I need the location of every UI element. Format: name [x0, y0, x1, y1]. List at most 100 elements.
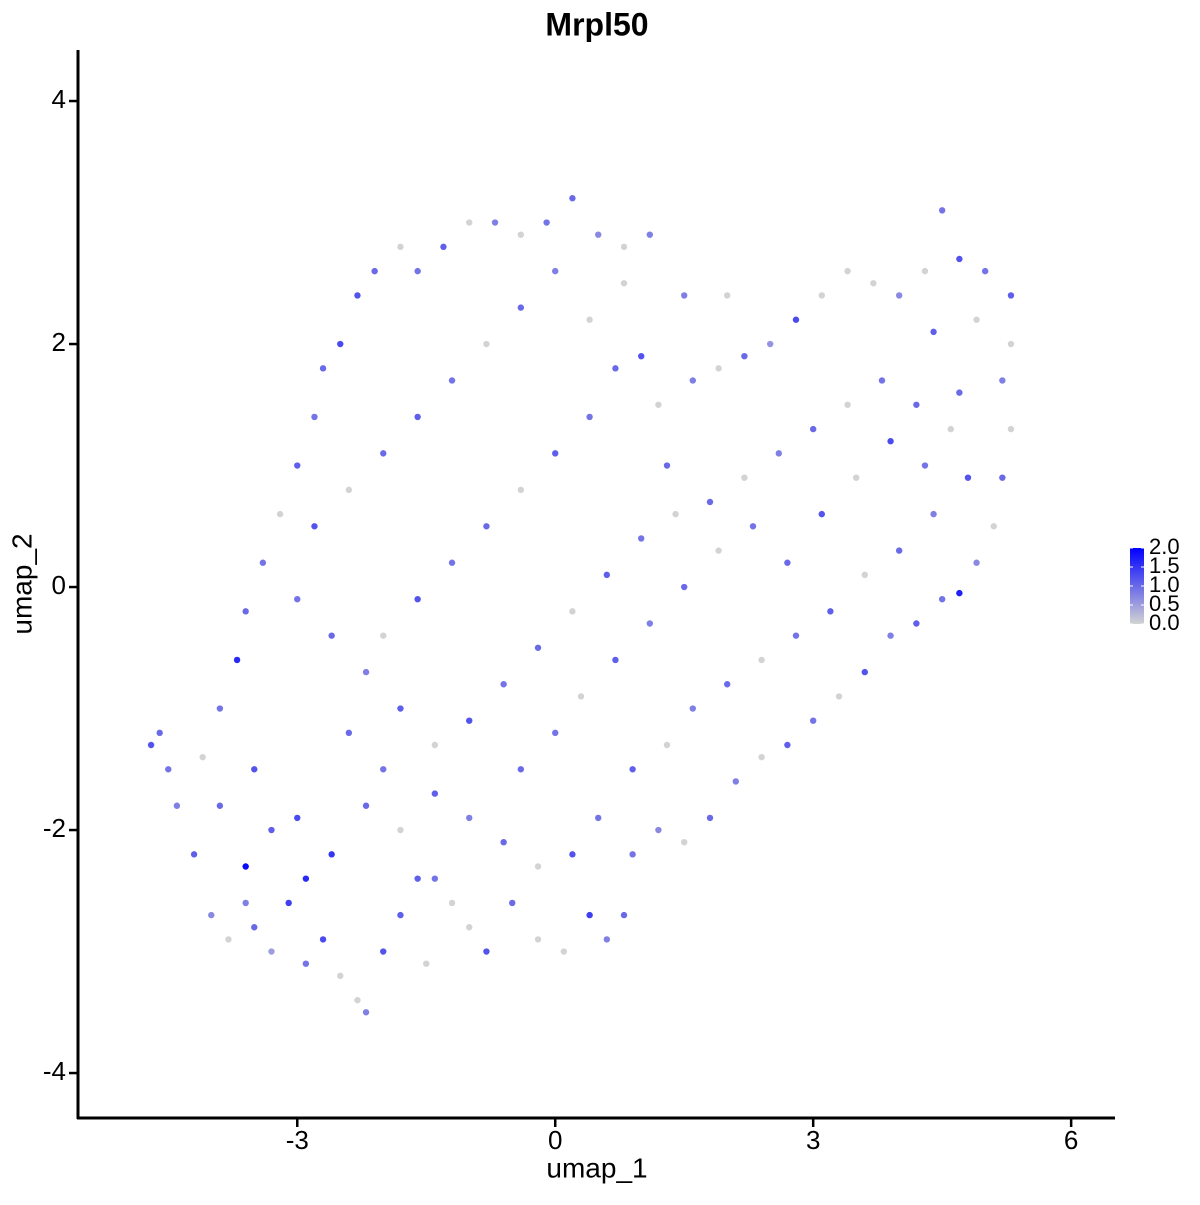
point	[242, 608, 249, 615]
x-tick-label: 0	[548, 1125, 562, 1155]
point	[655, 401, 662, 408]
point	[319, 936, 327, 943]
point	[741, 474, 748, 481]
point	[1007, 292, 1015, 299]
point	[362, 668, 370, 676]
point	[534, 644, 542, 651]
chart-title: Mrpl50	[545, 6, 648, 42]
point	[723, 292, 731, 299]
point	[285, 899, 292, 907]
point	[431, 790, 439, 797]
point	[1007, 340, 1015, 348]
point	[242, 863, 249, 870]
point	[638, 352, 645, 360]
point	[612, 656, 619, 664]
point	[663, 741, 671, 749]
point	[921, 462, 929, 469]
point	[595, 231, 602, 238]
x-tick-label: 3	[806, 1125, 820, 1155]
point	[930, 328, 937, 336]
point	[973, 316, 980, 323]
point	[233, 656, 241, 664]
point	[595, 814, 602, 822]
point	[466, 219, 473, 226]
point	[990, 523, 997, 530]
point	[380, 632, 387, 639]
point	[173, 802, 181, 809]
point	[534, 863, 542, 870]
point	[681, 292, 688, 299]
point	[732, 778, 739, 785]
x-axis-label: umap_1	[546, 1152, 647, 1183]
point	[208, 911, 215, 919]
point	[380, 948, 387, 955]
point	[414, 413, 421, 421]
point	[620, 280, 628, 287]
point	[165, 766, 172, 773]
point	[491, 219, 499, 226]
point	[216, 705, 224, 712]
point	[534, 936, 542, 943]
point	[981, 267, 989, 275]
point	[302, 960, 310, 967]
point	[895, 547, 903, 554]
point	[938, 207, 946, 214]
point	[612, 365, 619, 372]
point	[448, 377, 456, 384]
point	[620, 243, 628, 251]
y-axis-label: umap_2	[6, 533, 37, 634]
point	[913, 620, 920, 627]
point	[371, 267, 378, 275]
point	[431, 741, 439, 749]
point	[483, 340, 490, 348]
point	[268, 826, 275, 834]
point	[577, 693, 585, 700]
point	[723, 681, 731, 688]
colorbar	[1130, 548, 1144, 624]
point	[362, 802, 370, 809]
colorbar-label: 1.0	[1149, 572, 1180, 597]
point	[689, 377, 697, 384]
point	[414, 875, 421, 882]
point	[225, 936, 232, 943]
y-tick-label: 2	[52, 327, 66, 357]
point	[964, 474, 972, 481]
point	[835, 693, 843, 700]
colorbar-label: 1.5	[1149, 553, 1180, 578]
point	[414, 267, 421, 275]
point	[681, 583, 688, 591]
point	[930, 510, 937, 518]
point	[938, 595, 946, 603]
point	[689, 705, 697, 712]
point	[887, 438, 894, 445]
point	[784, 741, 791, 749]
y-tick-label: 0	[52, 570, 66, 600]
point	[147, 741, 155, 749]
point	[586, 911, 593, 919]
point	[646, 231, 654, 238]
point	[517, 486, 525, 494]
point	[861, 571, 868, 579]
point	[319, 365, 327, 372]
point	[354, 292, 361, 299]
point	[973, 559, 980, 566]
point	[655, 826, 662, 834]
point	[715, 547, 722, 554]
point	[354, 996, 361, 1004]
point	[466, 924, 473, 931]
colorbar-label: 0.0	[1149, 610, 1180, 635]
point	[818, 510, 825, 518]
point	[586, 413, 593, 421]
point	[603, 571, 611, 579]
point	[999, 474, 1006, 481]
point	[887, 632, 894, 639]
point	[337, 972, 344, 980]
point	[766, 340, 774, 348]
point	[792, 316, 800, 323]
point	[380, 766, 387, 773]
point	[569, 195, 576, 202]
point	[440, 243, 447, 251]
point	[620, 911, 628, 919]
point	[844, 401, 851, 408]
